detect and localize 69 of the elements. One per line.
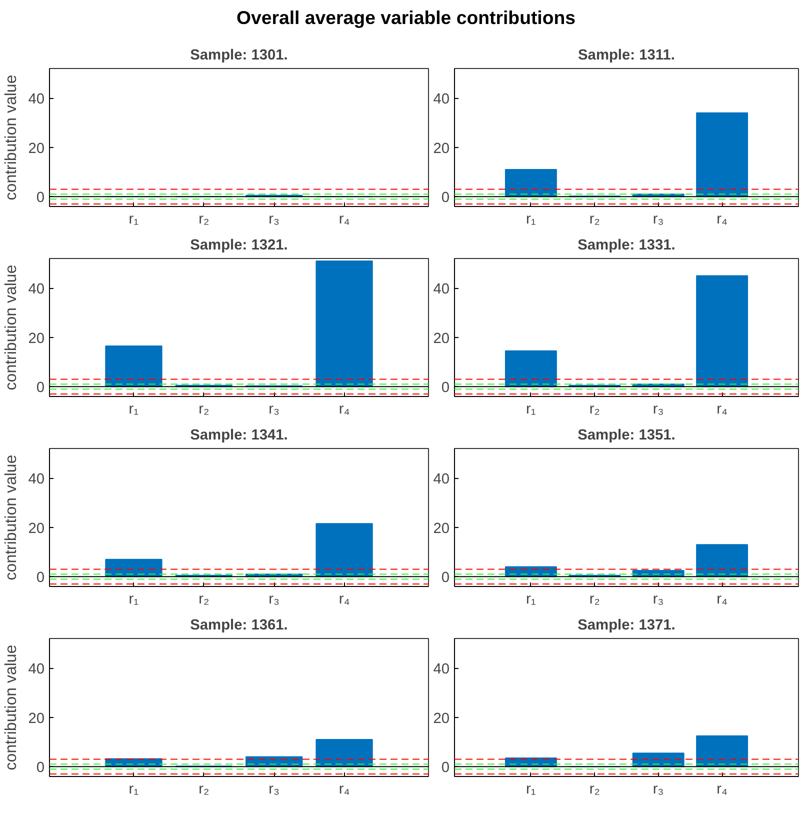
y-tick-label: 20 (433, 710, 450, 727)
y-tick-label: 20 (28, 140, 45, 157)
x-tick-label: r₄ (338, 782, 350, 798)
x-tick-label: r₄ (716, 402, 728, 418)
y-tick-label: 40 (433, 282, 450, 298)
chart-title: Sample: 1311. (578, 48, 675, 64)
chart-title: Sample: 1361. (190, 618, 288, 634)
text: Overall average variable contributions (235, 6, 577, 30)
y-axis-title: contribution value (3, 264, 20, 390)
x-tick-label: r₁ (128, 592, 139, 608)
x-tick-label: r₃ (652, 402, 664, 418)
y-tick-label: 40 (433, 472, 450, 488)
y-tick-label: 20 (28, 330, 45, 347)
x-tick-label: r₂ (589, 592, 600, 608)
y-tick-label: 20 (433, 140, 450, 157)
x-tick-label: r₂ (198, 592, 210, 608)
y-tick-label: 40 (433, 92, 450, 108)
x-tick-label: r₁ (128, 782, 139, 798)
y-tick-label: 40 (28, 472, 45, 488)
x-tick-label: r₂ (198, 402, 210, 418)
x-tick-label: r₃ (652, 782, 664, 798)
chart-title: Sample: 1371. (578, 618, 676, 634)
x-tick-label: r₁ (526, 212, 536, 228)
x-tick-label: r₁ (526, 592, 536, 608)
y-tick-label: 20 (28, 520, 45, 537)
x-tick-label: r₁ (526, 402, 536, 418)
x-tick-label: r₃ (268, 212, 280, 228)
x-tick-label: r₃ (652, 592, 664, 608)
y-tick-label: 0 (441, 380, 450, 396)
y-tick-label: 0 (36, 570, 45, 586)
x-tick-label: r₂ (589, 782, 600, 798)
x-tick-label: r₄ (338, 212, 350, 228)
y-tick-label: 0 (441, 190, 450, 206)
y-axis-title: contribution value (3, 644, 20, 770)
x-tick-label: r₄ (338, 402, 350, 418)
x-tick-label: r₃ (268, 402, 280, 418)
y-tick-label: 0 (36, 190, 45, 206)
x-tick-label: r₁ (526, 782, 536, 798)
y-tick-label: 40 (28, 662, 45, 678)
x-tick-label: r₂ (589, 402, 600, 418)
y-tick-label: 20 (433, 520, 450, 537)
x-tick-label: r₃ (268, 592, 280, 608)
x-tick-label: r₃ (268, 782, 280, 798)
y-tick-label: 40 (28, 92, 45, 108)
chart-title: Sample: 1301. (190, 48, 288, 64)
x-tick-label: r₃ (652, 212, 664, 228)
y-axis-title: contribution value (3, 454, 20, 580)
y-tick-label: 0 (441, 570, 450, 586)
chart-title: Sample: 1351. (578, 428, 676, 444)
x-tick-label: r₄ (716, 212, 728, 228)
y-tick-label: 0 (36, 760, 45, 776)
x-tick-label: r₄ (716, 592, 728, 608)
x-tick-label: r₁ (128, 402, 139, 418)
x-tick-label: r₄ (338, 592, 350, 608)
y-tick-label: 20 (28, 710, 45, 727)
y-tick-label: 40 (28, 282, 45, 298)
y-axis-title: contribution value (3, 74, 20, 200)
x-tick-label: r₂ (589, 212, 600, 228)
y-tick-label: 0 (36, 380, 45, 396)
x-tick-label: r₄ (716, 782, 728, 798)
chart-title: Sample: 1331. (578, 238, 676, 254)
y-tick-label: 40 (433, 662, 450, 678)
chart-title: Sample: 1321. (190, 238, 288, 254)
chart-title: Sample: 1341. (190, 428, 288, 444)
y-tick-label: 20 (433, 330, 450, 347)
y-tick-label: 0 (441, 760, 450, 776)
x-tick-label: r₂ (198, 212, 210, 228)
x-tick-label: r₂ (198, 782, 210, 798)
x-tick-label: r₁ (128, 212, 139, 228)
